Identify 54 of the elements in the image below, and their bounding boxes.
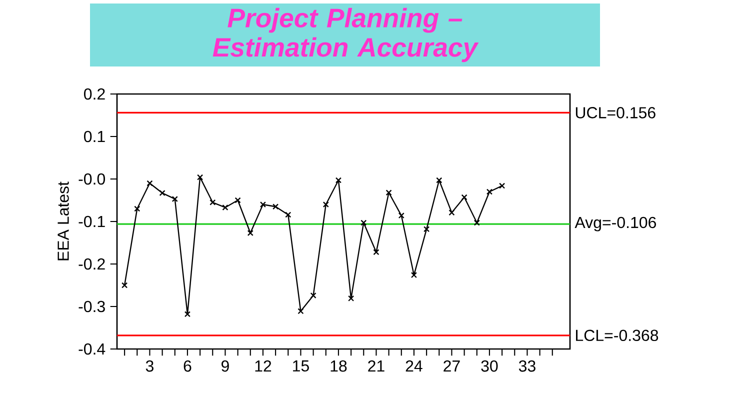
point [386, 190, 392, 196]
y-tick-label: 0.2 [84, 88, 105, 100]
point [134, 206, 140, 212]
point [461, 194, 468, 200]
point [486, 188, 493, 195]
point [184, 311, 191, 318]
point [310, 292, 316, 299]
x-tick-label: 21 [368, 360, 384, 372]
x-tick-label: 18 [330, 360, 347, 372]
point [398, 212, 404, 219]
y-tick-label: 0.1 [84, 130, 105, 142]
point [448, 210, 455, 216]
y-tick-label: -0.2 [78, 258, 105, 270]
x-tick-label: 24 [406, 360, 422, 372]
y-axis-title: EEA Latest [58, 182, 69, 260]
point [234, 197, 241, 204]
x-tick-label: 3 [146, 360, 154, 372]
point [146, 180, 153, 186]
point [499, 182, 506, 189]
point [247, 230, 254, 236]
chart-title: Project Planning – Estimation Accuracy [212, 8, 479, 62]
point [172, 196, 178, 202]
point [285, 212, 292, 218]
point [197, 174, 204, 180]
ref-line-label: LCL=-0.368 [576, 330, 658, 342]
point [436, 177, 442, 184]
point [159, 190, 166, 196]
ref-line-label: UCL=0.156 [576, 107, 656, 118]
x-tick-label: 30 [481, 360, 498, 372]
point [424, 226, 430, 232]
y-tick-label: -0.4 [78, 343, 106, 355]
ref-line-label: Avg=-0.106 [574, 216, 656, 232]
y-tick-label: -0.1 [78, 216, 105, 228]
point [122, 282, 128, 288]
point [335, 177, 342, 184]
point [222, 204, 228, 211]
x-tick-label: 6 [184, 360, 192, 372]
x-tick-label: 12 [255, 360, 272, 372]
point [260, 201, 266, 208]
point [348, 295, 354, 302]
x-tick-label: 15 [293, 360, 309, 372]
x-tick-label: 9 [222, 360, 229, 372]
x-tick-label: 27 [444, 360, 460, 372]
point [474, 220, 480, 226]
point [410, 272, 418, 278]
point [298, 308, 304, 314]
point [373, 249, 380, 256]
x-tick-label: 33 [518, 360, 536, 372]
y-tick-label: -0.0 [78, 173, 106, 185]
point [272, 204, 279, 210]
point [360, 220, 367, 226]
point [210, 199, 216, 206]
y-tick-label: -0.3 [78, 300, 105, 312]
point [322, 201, 329, 208]
